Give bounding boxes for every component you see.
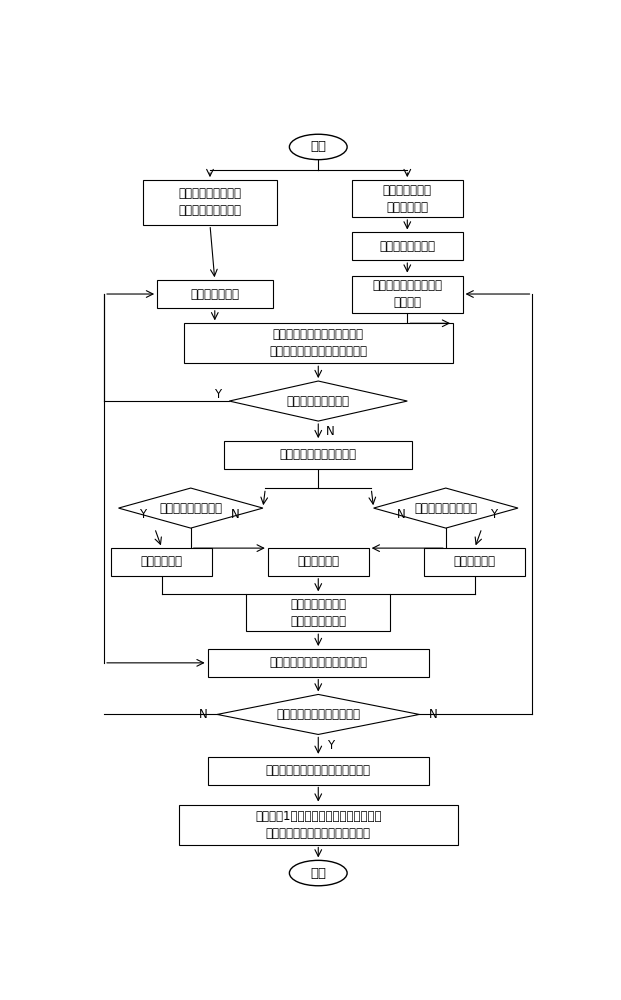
Text: 是否完成所有根温的寻优？: 是否完成所有根温的寻优？ — [276, 708, 360, 721]
Text: 是否满足终止条件？: 是否满足终止条件？ — [287, 395, 350, 408]
FancyBboxPatch shape — [352, 232, 463, 260]
Text: N: N — [199, 708, 208, 721]
Polygon shape — [229, 381, 407, 421]
FancyBboxPatch shape — [424, 548, 525, 576]
Polygon shape — [119, 488, 263, 528]
Text: 选择最优的行为结
果，更新鱼群位置: 选择最优的行为结 果，更新鱼群位置 — [290, 598, 347, 628]
Text: 完成追尾行为: 完成追尾行为 — [141, 555, 183, 568]
Text: 提取一组寻优条件: 提取一组寻优条件 — [379, 240, 435, 253]
FancyBboxPatch shape — [111, 548, 212, 576]
Text: 设置人工鱼群算法的
寻优相关初始化参数: 设置人工鱼群算法的 寻优相关初始化参数 — [178, 187, 242, 217]
FancyBboxPatch shape — [224, 441, 412, 469]
FancyBboxPatch shape — [143, 180, 278, 225]
FancyBboxPatch shape — [207, 757, 429, 785]
FancyBboxPatch shape — [268, 548, 369, 576]
Text: 建立多维寻优条
件数据样本集: 建立多维寻优条 件数据样本集 — [383, 184, 432, 214]
Text: Y: Y — [139, 508, 146, 521]
Text: 是否符合聚类条件？: 是否符合聚类条件？ — [414, 502, 478, 515]
Text: 拟合根温与最大光合速率响应曲线: 拟合根温与最大光合速率响应曲线 — [266, 764, 371, 777]
FancyBboxPatch shape — [246, 594, 391, 631]
Text: Y: Y — [214, 388, 220, 401]
FancyBboxPatch shape — [207, 649, 429, 677]
Text: 完成聚类行为: 完成聚类行为 — [454, 555, 496, 568]
Text: 完成覜食行为: 完成覜食行为 — [297, 555, 339, 568]
Text: N: N — [428, 708, 437, 721]
Text: 确定此根温下的光饱和点并存储: 确定此根温下的光饱和点并存储 — [270, 656, 367, 669]
Ellipse shape — [289, 860, 347, 886]
Text: 结束: 结束 — [310, 867, 326, 880]
Text: 视野和步长的动态调整量: 视野和步长的动态调整量 — [280, 448, 356, 461]
Text: 开始: 开始 — [310, 140, 326, 153]
Polygon shape — [374, 488, 518, 528]
FancyBboxPatch shape — [179, 805, 458, 845]
Text: N: N — [326, 425, 335, 438]
Text: 计算人工鱼位置的食物浓度，
对种群空间中的人工鱼进行评价: 计算人工鱼位置的食物浓度， 对种群空间中的人工鱼进行评价 — [270, 328, 367, 358]
Text: Y: Y — [491, 508, 497, 521]
Text: 随机初始化鱼群: 随机初始化鱼群 — [190, 288, 239, 301]
Text: 是否符合追尾条件？: 是否符合追尾条件？ — [159, 502, 222, 515]
Text: N: N — [231, 508, 240, 521]
Text: Y: Y — [327, 739, 334, 752]
FancyBboxPatch shape — [352, 180, 463, 217]
FancyBboxPatch shape — [184, 323, 453, 363]
Text: 基于光合模型得到特定
目标函数: 基于光合模型得到特定 目标函数 — [373, 279, 442, 309]
FancyBboxPatch shape — [157, 280, 273, 308]
FancyBboxPatch shape — [352, 276, 463, 312]
Ellipse shape — [289, 134, 347, 160]
Text: 利用式（1）进行上述响应曲线的曲率和
曲率一阶倒数，获取适宜根温区间: 利用式（1）进行上述响应曲线的曲率和 曲率一阶倒数，获取适宜根温区间 — [255, 810, 381, 840]
Text: N: N — [397, 508, 406, 521]
Polygon shape — [217, 694, 419, 734]
